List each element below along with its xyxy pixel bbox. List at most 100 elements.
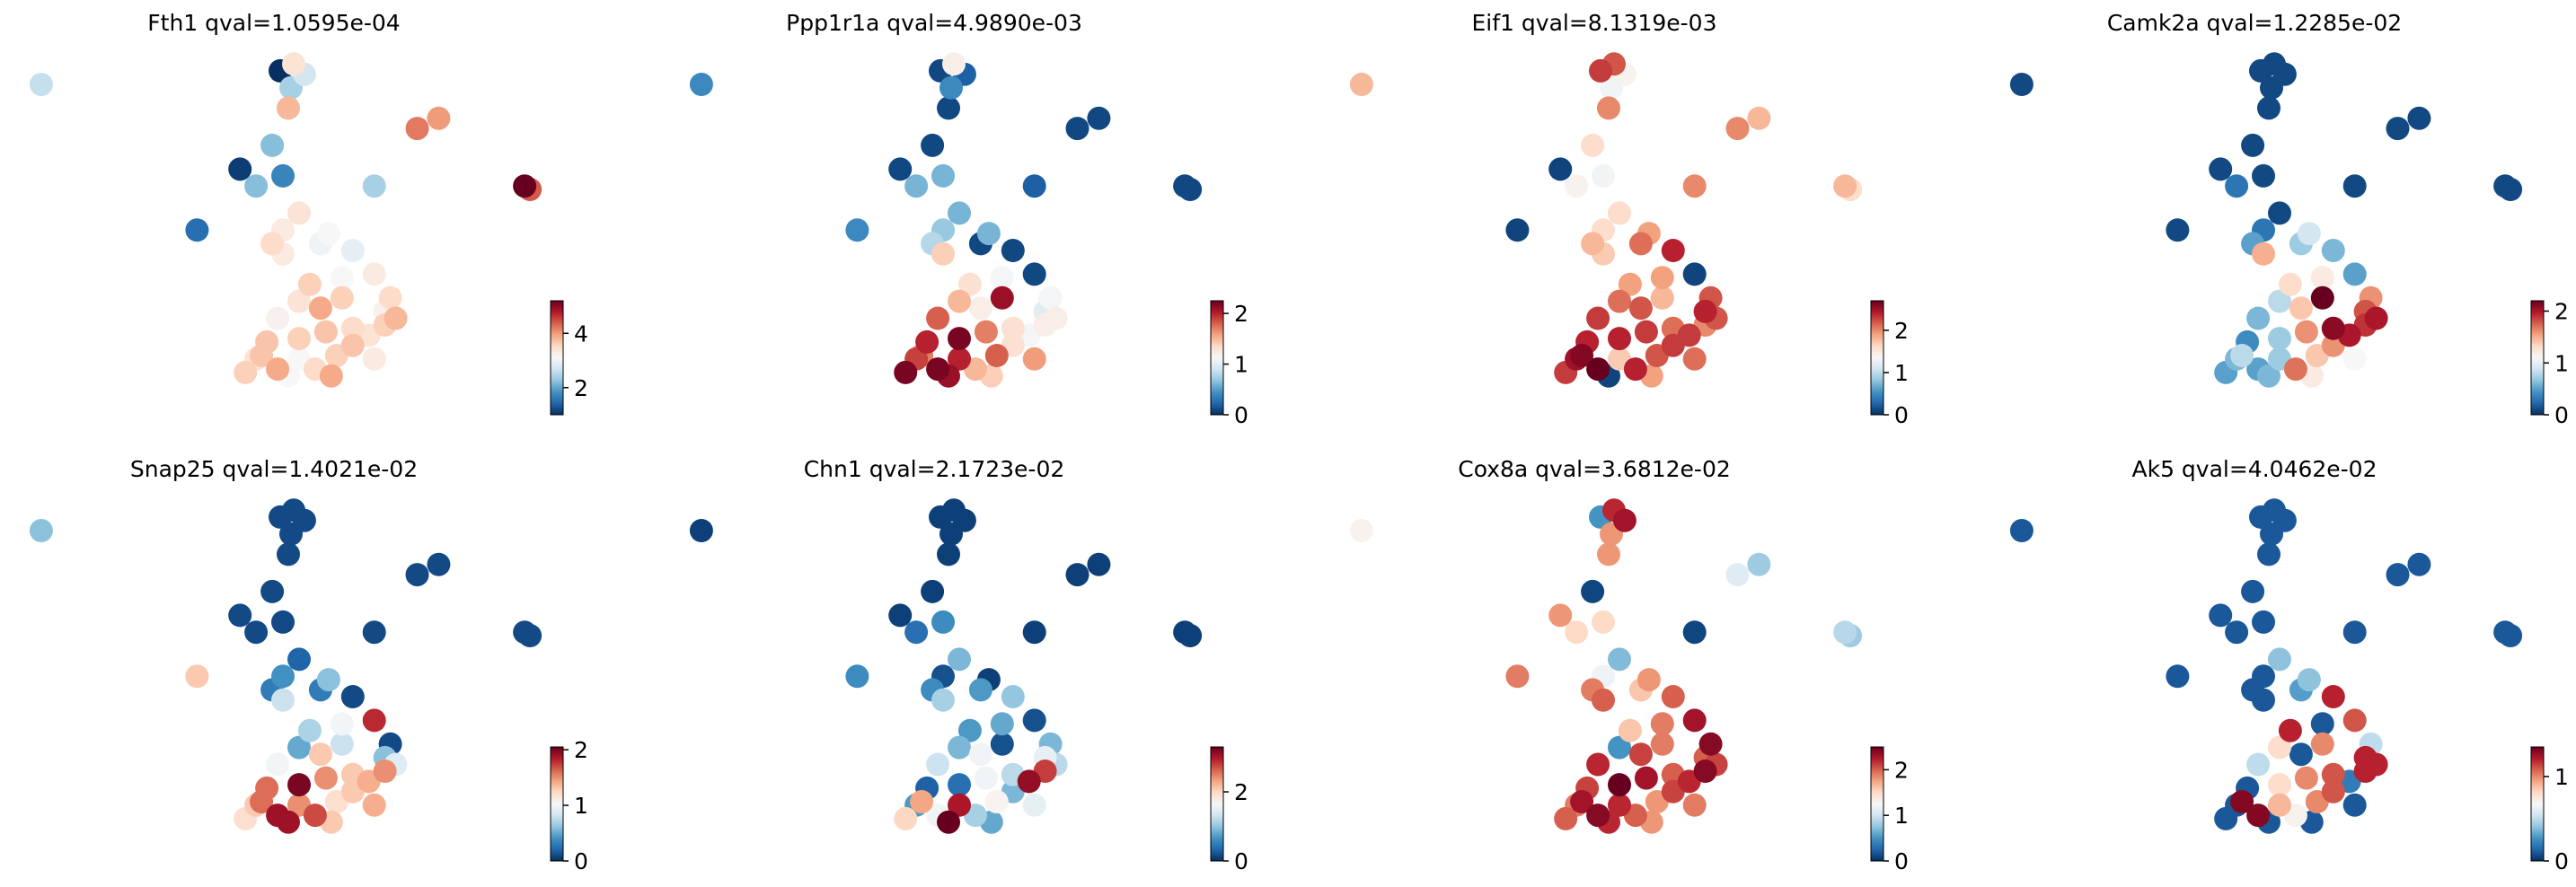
cell-point	[427, 106, 451, 130]
cell-point	[287, 735, 311, 760]
cell-point	[952, 508, 976, 532]
colorbar-tick-label: 1	[1234, 352, 1248, 378]
cell-point	[1608, 327, 1631, 351]
cell-point	[974, 766, 998, 790]
cell-point	[1581, 133, 1605, 157]
cell-point	[244, 174, 269, 198]
cell-point	[910, 790, 934, 813]
cell-point	[2321, 316, 2345, 340]
cell-point	[1592, 610, 1615, 634]
cell-point	[330, 266, 354, 290]
cell-point	[266, 306, 290, 330]
cell-point	[2294, 766, 2318, 790]
cell-point	[1586, 306, 1610, 330]
cell-point	[1001, 316, 1025, 340]
cell-point	[968, 742, 992, 767]
cell-point	[2209, 157, 2233, 181]
cell-point	[518, 624, 543, 647]
cell-point	[926, 306, 950, 330]
cell-point	[689, 519, 713, 542]
cell-point	[942, 52, 966, 76]
cell-point	[948, 735, 971, 760]
cell-point	[931, 163, 955, 188]
cell-point	[260, 579, 285, 603]
cell-point	[1597, 96, 1620, 120]
colorbar-tick-label: 0	[574, 848, 588, 874]
cell-point	[2289, 742, 2313, 767]
panel-camk2a: Camk2a qval=1.2285e-02 0 1 2	[2009, 10, 2569, 428]
cell-point	[2310, 732, 2334, 756]
cell-point	[2283, 357, 2307, 382]
colorbar-tick-label: 0	[2554, 402, 2569, 428]
colorbar-tick-label: 1	[2554, 350, 2569, 376]
cell-point	[287, 773, 311, 797]
cell-point	[266, 357, 290, 382]
cell-point	[313, 320, 338, 344]
cell-point	[244, 620, 269, 645]
cell-point	[2209, 603, 2233, 628]
cell-point	[1650, 266, 1674, 290]
cell-point	[228, 603, 252, 628]
cell-point	[1565, 620, 1589, 645]
cell-point	[316, 222, 340, 246]
cell-point	[2268, 201, 2291, 225]
panel-title: Chn1 qval=2.1723e-02	[804, 456, 1065, 482]
cell-point	[2230, 790, 2254, 813]
cell-point	[2310, 712, 2334, 736]
cell-point	[2268, 327, 2291, 351]
cell-point	[1087, 106, 1111, 130]
panel-title: Ppp1r1a qval=4.9890e-03	[786, 10, 1082, 36]
cell-point	[1044, 306, 1068, 330]
cell-point	[2166, 664, 2190, 689]
colorbar-tick-label: 0	[1234, 848, 1248, 874]
cell-point	[1586, 804, 1610, 828]
panel-eif1: Eif1 qval=8.1319e-03 0 1 2	[1349, 10, 1909, 428]
cell-point	[1634, 766, 1658, 790]
cell-point	[340, 316, 365, 340]
cell-point	[926, 752, 950, 777]
colorbar	[1870, 746, 1884, 862]
cell-point	[2225, 620, 2249, 645]
cell-point	[1682, 793, 1707, 817]
cell-point	[931, 610, 955, 634]
cell-point	[957, 272, 982, 296]
cell-point	[1608, 793, 1631, 817]
cell-point	[340, 685, 365, 708]
cell-point	[362, 347, 386, 371]
cell-point	[1682, 347, 1707, 371]
cell-point	[921, 133, 945, 157]
cell-point	[2257, 364, 2280, 388]
cell-point	[2310, 266, 2334, 290]
cell-point	[2252, 163, 2275, 188]
cell-point	[1017, 769, 1041, 794]
colorbar	[2530, 746, 2545, 862]
cell-point	[2386, 117, 2410, 141]
cell-point	[926, 357, 950, 382]
cell-point	[277, 810, 300, 834]
cell-point	[271, 163, 295, 188]
cell-point	[2252, 664, 2275, 689]
cell-point	[845, 664, 869, 689]
cell-point	[1349, 519, 1373, 542]
cell-point	[185, 664, 209, 689]
cell-point	[2342, 620, 2367, 645]
cell-point	[2321, 239, 2345, 262]
cell-point	[931, 242, 955, 266]
cell-point	[2009, 73, 2033, 96]
cell-point	[968, 296, 992, 321]
cell-point	[1589, 58, 1612, 83]
cell-point	[1570, 344, 1594, 367]
cell-point	[1065, 117, 1090, 141]
cell-point	[2310, 285, 2334, 310]
cell-point	[2386, 563, 2410, 587]
cell-point	[287, 647, 311, 672]
cell-point	[373, 760, 397, 783]
cell-point	[1618, 718, 1642, 742]
cell-point	[2268, 735, 2291, 760]
cell-point	[2342, 262, 2367, 286]
cell-point	[937, 542, 960, 566]
colorbar	[1210, 300, 1224, 416]
cell-point	[362, 620, 386, 645]
cell-point	[2407, 106, 2431, 130]
cell-point	[948, 201, 971, 225]
